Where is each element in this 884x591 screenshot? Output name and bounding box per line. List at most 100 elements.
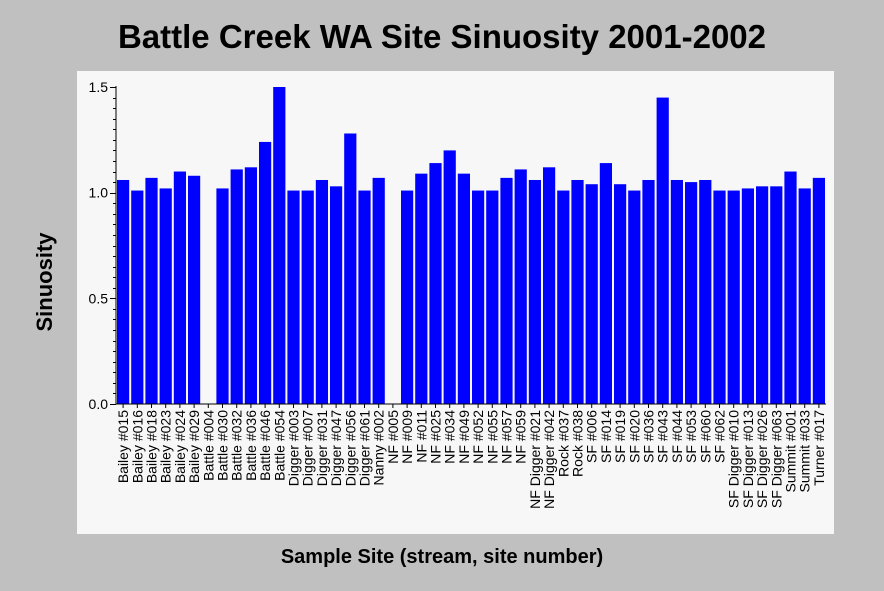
x-tick-label: SF #019 — [612, 410, 628, 463]
bar — [756, 186, 769, 404]
bar — [401, 190, 414, 404]
bar — [528, 179, 541, 404]
bar — [614, 184, 627, 404]
bar — [358, 190, 371, 404]
y-tick-label: 0.5 — [89, 290, 109, 306]
bar — [543, 167, 556, 404]
x-tick-label: NF #059 — [513, 410, 529, 464]
bar — [131, 190, 144, 404]
x-tick-label: NF Digger #042 — [541, 410, 557, 509]
x-tick-label: SF #044 — [669, 410, 685, 463]
bar — [315, 179, 328, 404]
x-tick-label: SF #006 — [584, 410, 600, 463]
bar — [443, 150, 456, 404]
x-tick-label: Rock #037 — [555, 410, 571, 477]
bar — [486, 190, 499, 404]
x-tick-label: NF #052 — [470, 410, 486, 464]
x-tick-label: Digger #047 — [328, 410, 344, 486]
bar — [415, 173, 428, 404]
bar — [713, 190, 726, 404]
x-tick-label: Bailey #023 — [158, 410, 174, 483]
x-tick-label: NF #049 — [456, 410, 472, 464]
bar — [599, 163, 612, 404]
x-tick-label: NF #005 — [385, 410, 401, 464]
bar — [642, 179, 655, 404]
bar — [770, 186, 783, 404]
bar — [784, 171, 797, 404]
x-tick-label: NF #011 — [413, 410, 429, 463]
bar — [685, 182, 698, 404]
bar — [699, 179, 712, 404]
x-tick-label: Battle #046 — [257, 410, 273, 481]
x-tick-label: SF Digger #013 — [740, 410, 756, 508]
bar — [585, 184, 598, 404]
bar — [330, 186, 343, 404]
bar — [741, 188, 754, 404]
x-tick-label: SF #036 — [641, 410, 657, 463]
bar — [372, 177, 385, 404]
bar — [472, 190, 485, 404]
x-tick-label: Digger #031 — [314, 410, 330, 486]
x-tick-label: NF Digger #021 — [527, 410, 543, 509]
bar — [230, 169, 243, 404]
x-tick-label: Battle #054 — [271, 410, 287, 481]
bar — [216, 188, 229, 404]
x-tick-label: SF #020 — [626, 410, 642, 463]
bar — [628, 190, 641, 404]
x-tick-label: Summit #001 — [783, 410, 799, 493]
bar — [798, 188, 811, 404]
x-tick-label: NF #034 — [442, 410, 458, 464]
bar — [812, 177, 825, 404]
x-tick-label: SF Digger #010 — [726, 410, 742, 508]
x-tick-label: SF #060 — [697, 410, 713, 463]
bar — [301, 190, 314, 404]
bar — [244, 167, 257, 404]
x-tick-label: Summit #033 — [797, 410, 813, 493]
x-tick-label: Digger #007 — [300, 410, 316, 486]
x-tick-label: SF Digger #063 — [768, 410, 784, 508]
bar — [457, 173, 470, 404]
x-tick-label: Digger #003 — [286, 410, 302, 486]
bar — [259, 141, 272, 404]
x-tick-label: SF #053 — [683, 410, 699, 463]
x-tick-label: Bailey #024 — [172, 410, 188, 483]
bar — [500, 177, 513, 404]
x-tick-label: NF #025 — [428, 410, 444, 464]
x-tick-label: Bailey #016 — [129, 410, 145, 483]
x-tick-label: Battle #030 — [215, 410, 231, 481]
x-tick-label: Battle #036 — [243, 410, 259, 481]
x-tick-label: Bailey #029 — [186, 410, 202, 483]
x-tick-label: Digger #056 — [342, 410, 358, 486]
bar — [429, 163, 442, 404]
x-tick-label: Turner #017 — [811, 410, 827, 486]
bar — [514, 169, 527, 404]
x-tick-label: NF #009 — [399, 410, 415, 464]
x-tick-label: Battle #004 — [200, 410, 216, 481]
y-tick-label: 1.0 — [89, 185, 109, 201]
x-tick-label: SF #014 — [598, 410, 614, 463]
y-tick-label: 0.0 — [89, 396, 109, 412]
bar — [656, 97, 669, 404]
x-tick-label: SF #043 — [655, 410, 671, 463]
bar — [159, 188, 172, 404]
bar — [117, 179, 130, 404]
x-tick-label: SF Digger #026 — [754, 410, 770, 508]
x-tick-label: Bailey #015 — [115, 410, 131, 483]
bar — [287, 190, 300, 404]
x-tick-label: Rock #038 — [570, 410, 586, 477]
bar — [188, 175, 201, 404]
bar — [571, 179, 584, 404]
x-tick-label: Battle #032 — [229, 410, 245, 481]
y-tick-label: 1.5 — [89, 79, 109, 95]
bar — [727, 190, 740, 404]
x-tick-label: Bailey #018 — [144, 410, 160, 483]
bar — [670, 179, 683, 404]
chart-title: Battle Creek WA Site Sinuosity 2001-2002 — [117, 18, 767, 55]
bar — [145, 177, 158, 404]
bar — [273, 87, 286, 404]
x-tick-label: NF #055 — [484, 410, 500, 464]
x-tick-label: SF #062 — [712, 410, 728, 463]
bar — [173, 171, 186, 404]
x-tick-label: Digger #061 — [357, 410, 373, 486]
bar — [344, 133, 357, 405]
